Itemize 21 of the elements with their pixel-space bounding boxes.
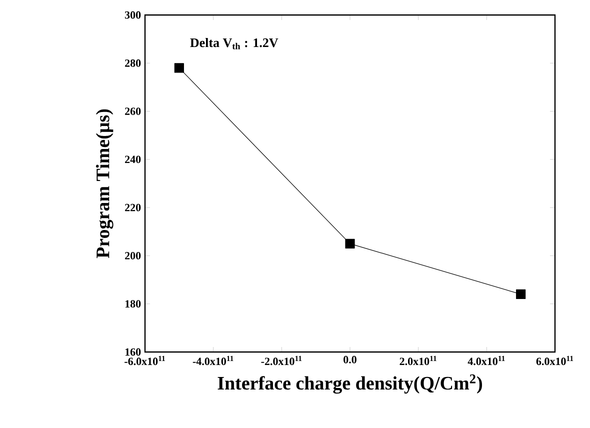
y-tick-label: 240 xyxy=(125,156,141,164)
y-tick-label: 180 xyxy=(125,300,141,308)
x-tick-label: -6.0x10$^{11}$ xyxy=(124,356,165,366)
x-tick-label: -4.0x10$^{11}$ xyxy=(192,356,234,366)
x-tick-label: 2.0x10$^{11}$ xyxy=(400,356,436,366)
annotation: Delta V$_{th}$ : 1.2V xyxy=(190,38,278,50)
y-tick-label: 300 xyxy=(124,11,141,19)
point xyxy=(516,289,526,300)
y-tick-label: 200 xyxy=(125,252,141,260)
y-tick-label: 280 xyxy=(125,59,141,67)
x-tick-label: 6.0x10$^{11}$ xyxy=(536,356,574,366)
x-axis-title: Interface charge density(Q/Cm$^{2}$) xyxy=(218,374,482,394)
x-tick-label: -2.0x10$^{11}$ xyxy=(261,356,302,366)
point xyxy=(345,238,355,248)
x-tick-label: 0.0 xyxy=(344,356,356,364)
x-tick-label: 4.0x10$^{11}$ xyxy=(468,356,505,366)
y-tick-label: 160 xyxy=(125,348,141,356)
y-axis-title: Program Time(μs) xyxy=(96,109,114,258)
y-tick-label: 260 xyxy=(125,108,141,115)
y-tick-label: 220 xyxy=(125,204,141,212)
point xyxy=(174,63,184,73)
